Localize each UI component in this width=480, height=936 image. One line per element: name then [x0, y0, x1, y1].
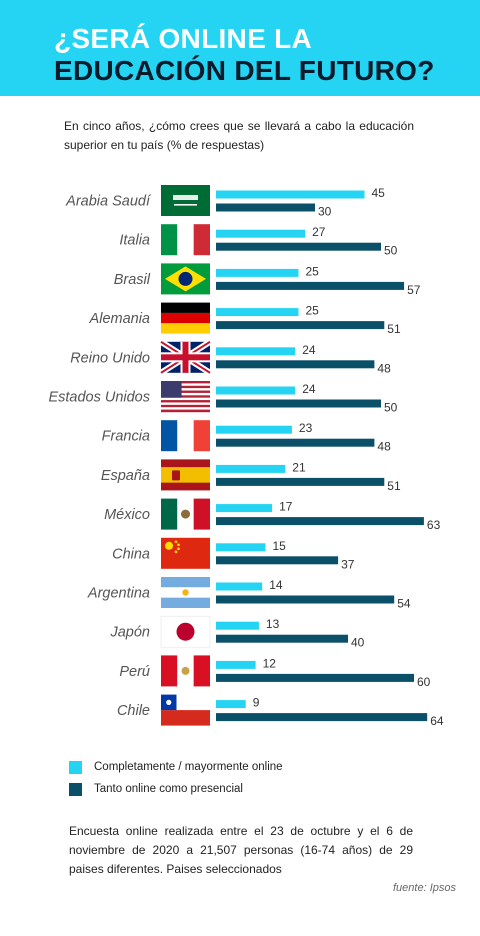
- spain-flag-icon: [161, 459, 210, 491]
- value-label-mixed: 51: [387, 479, 401, 493]
- value-label-mixed: 54: [397, 597, 411, 611]
- country-label: España: [101, 468, 150, 484]
- bar-mixed: [216, 203, 315, 212]
- bar-mixed: [216, 673, 414, 682]
- country-label: México: [104, 507, 150, 523]
- bar-mixed: [216, 556, 339, 565]
- bar-online: [216, 229, 306, 238]
- country-label: Argentina: [87, 586, 150, 602]
- value-label-mixed: 57: [407, 283, 421, 297]
- country-label: Chile: [117, 703, 150, 719]
- bar-online: [216, 700, 246, 709]
- bar-mixed: [216, 321, 385, 330]
- bar-online: [216, 543, 266, 552]
- bar-mixed: [216, 595, 395, 604]
- legend-swatch-online: [69, 761, 82, 774]
- bar-online: [216, 464, 286, 473]
- bar-mixed: [216, 242, 381, 251]
- chile-flag-icon: [161, 694, 210, 726]
- bar-mixed: [216, 634, 348, 643]
- bar-online: [216, 190, 365, 199]
- mexico-flag-icon: [161, 498, 210, 530]
- country-label: China: [112, 546, 150, 562]
- value-label-online: 25: [306, 264, 320, 278]
- value-label-online: 13: [266, 617, 280, 631]
- bar-mixed: [216, 399, 381, 408]
- country-label: Francia: [102, 429, 150, 445]
- peru-flag-icon: [161, 655, 210, 687]
- country-label: Reino Unido: [70, 350, 150, 366]
- bar-mixed: [216, 438, 375, 447]
- value-label-mixed: 63: [427, 518, 441, 532]
- header-banner: ¿SERÁ ONLINE LA EDUCACIÓN DEL FUTURO?: [0, 0, 480, 96]
- bar-online: [216, 660, 256, 669]
- brazil-flag-icon: [161, 263, 210, 295]
- value-label-mixed: 37: [341, 557, 355, 571]
- value-label-online: 45: [372, 186, 386, 200]
- bar-online: [216, 268, 299, 277]
- value-label-online: 9: [253, 696, 260, 710]
- country-label: Brasil: [114, 272, 151, 288]
- italy-flag-icon: [161, 224, 210, 256]
- value-label-mixed: 50: [384, 244, 398, 258]
- saudi-arabia-flag-icon: [161, 185, 210, 216]
- question-text: En cinco años, ¿cómo crees que se llevar…: [64, 119, 414, 152]
- country-label: Japón: [109, 625, 150, 641]
- bar-online: [216, 425, 292, 434]
- value-label-mixed: 64: [430, 714, 444, 728]
- country-label: Estados Unidos: [48, 390, 150, 406]
- germany-flag-icon: [161, 302, 210, 334]
- value-label-online: 24: [302, 382, 316, 396]
- value-label-online: 25: [306, 304, 320, 318]
- japan-flag-icon: [160, 615, 211, 648]
- page-title-line2: EDUCACIÓN DEL FUTURO?: [54, 55, 435, 86]
- value-label-mixed: 40: [351, 636, 365, 650]
- value-label-mixed: 48: [377, 440, 391, 454]
- value-label-mixed: 30: [318, 205, 332, 219]
- bar-mixed: [216, 713, 428, 722]
- bar-online: [216, 308, 299, 317]
- country-label: Arabia Saudí: [65, 194, 152, 210]
- argentina-flag-icon: [161, 577, 210, 608]
- value-label-mixed: 51: [387, 322, 401, 336]
- country-label: Perú: [119, 664, 150, 680]
- bar-online: [216, 621, 259, 630]
- united-states-flag-icon: [161, 381, 210, 413]
- value-label-online: 24: [302, 343, 316, 357]
- country-label: Italia: [119, 233, 150, 249]
- bar-mixed: [216, 281, 405, 290]
- source-credit: fuente: Ipsos: [393, 882, 456, 894]
- value-label-mixed: 48: [377, 361, 391, 375]
- page-title-line1: ¿SERÁ ONLINE LA: [54, 23, 313, 54]
- country-label: Alemania: [89, 311, 150, 327]
- bar-mixed: [216, 517, 424, 526]
- bar-online: [216, 504, 273, 513]
- france-flag-icon: [161, 420, 210, 452]
- value-label-online: 27: [312, 225, 326, 239]
- bar-online: [216, 347, 296, 356]
- bar-chart: Arabia Saudí 45 30 Italia 27 50 Brasil 25 57 Alem…: [48, 185, 444, 728]
- value-label-online: 14: [269, 578, 283, 592]
- china-flag-icon: [161, 537, 210, 569]
- value-label-online: 17: [279, 500, 293, 514]
- legend-swatch-mixed: [69, 783, 82, 796]
- legend-label-mixed: Tanto online como presencial: [94, 783, 243, 795]
- value-label-online: 15: [273, 539, 287, 553]
- value-label-online: 12: [263, 656, 277, 670]
- legend-label-online: Completamente / mayormente online: [94, 761, 283, 773]
- value-label-online: 23: [299, 421, 313, 435]
- value-label-mixed: 50: [384, 401, 398, 415]
- bar-mixed: [216, 477, 385, 486]
- survey-note: Encuesta online realizada entre el 23 de…: [69, 824, 413, 876]
- bar-online: [216, 386, 296, 395]
- united-kingdom-flag-icon: [159, 339, 212, 376]
- bar-mixed: [216, 360, 375, 369]
- value-label-online: 21: [292, 460, 306, 474]
- value-label-mixed: 60: [417, 675, 431, 689]
- bar-online: [216, 582, 263, 591]
